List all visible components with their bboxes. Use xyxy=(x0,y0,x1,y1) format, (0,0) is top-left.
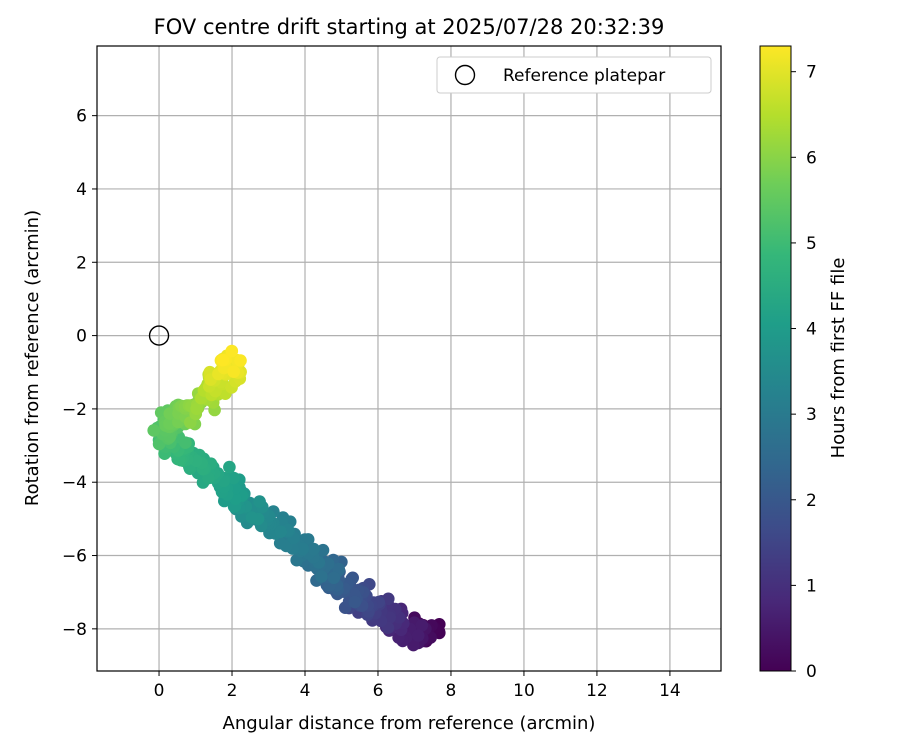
legend-entry-reference: Reference platepar xyxy=(503,66,665,86)
scatter-point xyxy=(415,619,429,632)
x-tick-label: 12 xyxy=(586,681,608,701)
colorbar-ticks: 0 1 2 3 4 5 6 7 xyxy=(791,63,817,682)
scatter-point xyxy=(273,536,287,550)
y-tick-label: 2 xyxy=(76,253,87,273)
y-tick-label: −4 xyxy=(62,473,87,493)
grid-lines xyxy=(97,46,721,671)
x-tick-label: 0 xyxy=(154,681,165,701)
scatter-point xyxy=(296,542,310,556)
legend-marker-reference xyxy=(454,64,476,86)
scatter-point xyxy=(225,344,239,358)
colorbar-label: Hours from first FF file xyxy=(828,258,849,459)
y-axis-label: Rotation from reference (arcmin) xyxy=(22,210,43,506)
scatter-point xyxy=(307,542,320,556)
colorbar-tick-label: 1 xyxy=(806,576,817,596)
x-axis-label: Angular distance from reference (arcmin) xyxy=(223,713,596,734)
scatter-points xyxy=(147,344,446,652)
y-tick-label: −8 xyxy=(62,620,87,640)
scatter-point xyxy=(190,402,203,416)
scatter-point xyxy=(227,365,240,379)
legend: Reference platepar xyxy=(436,56,712,94)
scatter-point xyxy=(234,354,247,367)
scatter-point xyxy=(316,543,330,557)
colorbar-tick-label: 3 xyxy=(806,405,817,425)
colorbar-tick-label: 4 xyxy=(806,320,817,340)
colorbar-tick-label: 6 xyxy=(806,148,817,168)
colorbar: 0 1 2 3 4 5 6 7 Hours from first FF file xyxy=(759,45,849,682)
scatter-point xyxy=(223,460,236,474)
reference-platepar-marker xyxy=(148,325,170,346)
scatter-point xyxy=(216,353,230,367)
colorbar-gradient xyxy=(759,45,792,672)
y-tick-label: 4 xyxy=(76,180,87,200)
scatter-point xyxy=(253,495,266,508)
scatter-point xyxy=(147,424,160,437)
x-tick-label: 10 xyxy=(513,681,535,701)
chart-title: FOV centre drift starting at 2025/07/28 … xyxy=(154,15,665,39)
x-tick-label: 4 xyxy=(300,681,311,701)
scatter-point xyxy=(227,471,240,485)
y-axis-ticks: −8 −6 −4 −2 0 2 4 6 xyxy=(62,107,97,640)
x-tick-label: 6 xyxy=(373,681,384,701)
scatter-point xyxy=(245,511,259,524)
colorbar-tick-label: 5 xyxy=(806,234,817,254)
colorbar-tick-label: 2 xyxy=(806,491,817,511)
y-tick-label: −2 xyxy=(62,400,87,420)
x-tick-label: 14 xyxy=(659,681,681,701)
scatter-point xyxy=(348,595,362,609)
x-tick-label: 8 xyxy=(446,681,457,701)
reference-marker-layer xyxy=(148,325,170,346)
x-axis-ticks: 0 2 4 6 8 10 12 14 xyxy=(154,671,681,701)
scatter-point xyxy=(274,525,288,538)
y-tick-label: −6 xyxy=(62,547,87,567)
plot-frame xyxy=(96,45,722,672)
y-tick-label: 6 xyxy=(76,107,87,127)
colorbar-tick-label: 7 xyxy=(806,63,817,83)
scatter-point xyxy=(327,571,341,585)
scatter-point xyxy=(179,436,192,450)
scatter-point xyxy=(411,629,425,642)
y-tick-label: 0 xyxy=(76,327,87,347)
scatter-point xyxy=(152,437,166,451)
colorbar-tick-label: 0 xyxy=(806,662,817,682)
x-tick-label: 2 xyxy=(227,681,238,701)
legend-box xyxy=(436,56,712,94)
scatter-point xyxy=(315,570,328,583)
scatter-point xyxy=(382,592,395,606)
